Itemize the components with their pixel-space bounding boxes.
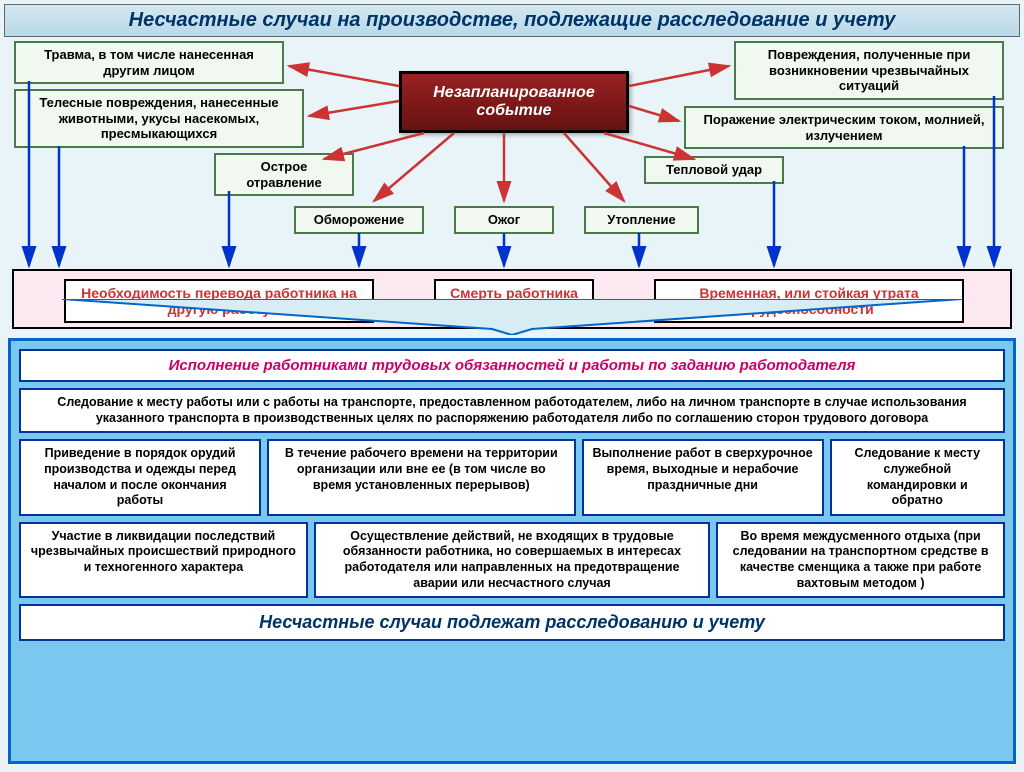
event-drown: Утопление xyxy=(584,206,699,234)
main-title: Несчастные случаи на производстве, подле… xyxy=(4,4,1020,37)
duties-header: Исполнение работниками трудовых обязанно… xyxy=(19,349,1005,382)
center-event-box: Незапланированное событие xyxy=(399,71,629,133)
duty-liquidation: Участие в ликвидации последствий чрезвыч… xyxy=(19,522,308,599)
events-section: Незапланированное событие Травма, в том … xyxy=(4,41,1020,321)
event-burn: Ожог xyxy=(454,206,554,234)
duty-actions: Осуществление действий, не входящих в тр… xyxy=(314,522,710,599)
bottom-title: Несчастные случаи подлежат расследованию… xyxy=(19,604,1005,641)
event-trauma: Травма, в том числе нанесенная другим ли… xyxy=(14,41,284,84)
duty-trip: Следование к месту служебной командировк… xyxy=(830,439,1005,516)
duty-overtime: Выполнение работ в сверхурочное время, в… xyxy=(582,439,824,516)
duty-territory: В течение рабочего времени на территории… xyxy=(267,439,576,516)
duties-section: Исполнение работниками трудовых обязанно… xyxy=(8,338,1016,764)
event-emergency: Повреждения, полученные при возникновени… xyxy=(734,41,1004,100)
duty-commute: Следование к месту работы или с работы н… xyxy=(19,388,1005,433)
funnel-arrow xyxy=(62,299,962,335)
event-body: Телесные повреждения, нанесенные животны… xyxy=(14,89,304,148)
duty-tools: Приведение в порядок орудий производства… xyxy=(19,439,261,516)
event-frost: Обморожение xyxy=(294,206,424,234)
event-electric: Поражение электрическим током, молнией, … xyxy=(684,106,1004,149)
event-heat: Тепловой удар xyxy=(644,156,784,184)
duty-rest: Во время междусменного отдыха (при следо… xyxy=(716,522,1005,599)
event-poison: Острое отравление xyxy=(214,153,354,196)
